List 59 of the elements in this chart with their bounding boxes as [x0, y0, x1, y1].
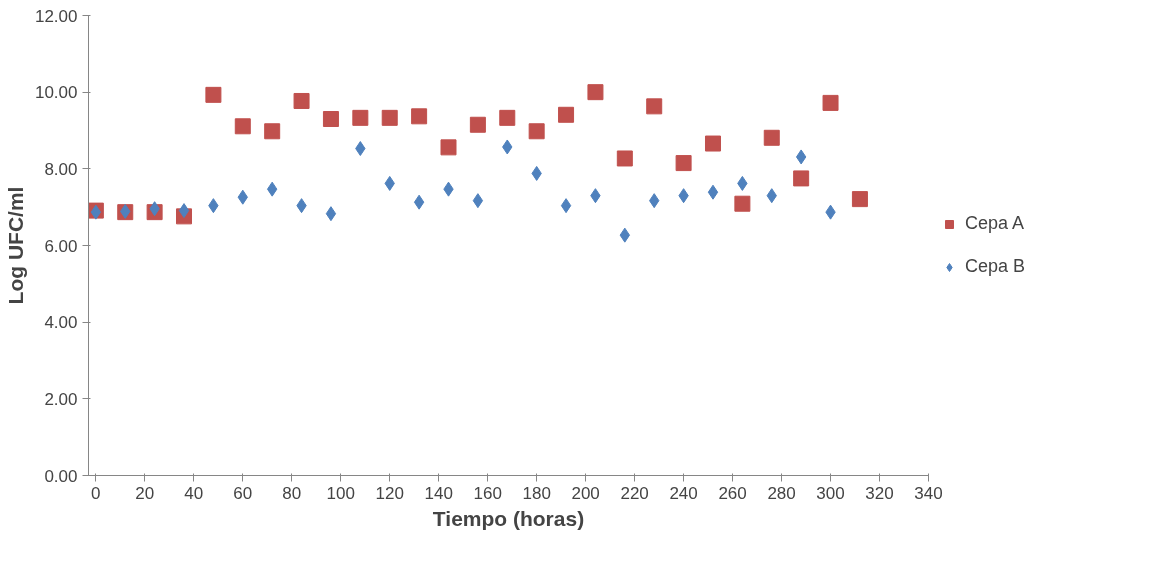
legend-label: Cepa B	[965, 256, 1026, 277]
point	[646, 98, 663, 115]
point	[205, 86, 222, 103]
point	[795, 149, 807, 165]
point	[763, 129, 780, 146]
x-tick-label: 260	[718, 483, 747, 503]
x-axis-title: Tiempo (horas)	[432, 506, 585, 530]
legend-label: Cepa A	[965, 213, 1025, 234]
point	[413, 194, 425, 210]
point	[616, 150, 633, 167]
point	[352, 109, 369, 126]
point	[528, 123, 545, 140]
point	[793, 170, 810, 187]
y-tick-label: 10.00	[34, 83, 78, 103]
x-tick-label: 340	[914, 483, 943, 503]
point	[704, 135, 721, 152]
point	[411, 108, 428, 125]
point	[264, 123, 281, 140]
point	[499, 109, 516, 126]
point	[558, 106, 575, 123]
y-axis-title: Log UFC/ml	[3, 186, 27, 305]
x-tick-label: 280	[767, 483, 796, 503]
y-tick-label: 0.00	[44, 466, 78, 486]
point	[675, 155, 692, 172]
point	[822, 94, 839, 111]
point	[440, 139, 457, 156]
x-tick-label: 20	[135, 483, 155, 503]
point	[472, 193, 484, 209]
point	[851, 191, 868, 208]
point	[381, 109, 398, 126]
point	[587, 84, 604, 101]
y-tick-label: 6.00	[44, 236, 78, 256]
point	[322, 111, 339, 127]
x-tick-label: 60	[233, 483, 253, 503]
y-tick-label: 2.00	[44, 389, 78, 409]
x-tick-label: 0	[91, 483, 101, 503]
point	[734, 195, 751, 212]
x-tick-label: 300	[816, 483, 845, 503]
point	[707, 184, 719, 200]
x-tick-label: 140	[424, 483, 453, 503]
point	[560, 198, 572, 214]
x-tick-label: 80	[282, 483, 302, 503]
x-tick-label: 180	[522, 483, 551, 503]
x-tick-label: 40	[184, 483, 204, 503]
x-tick-label: 220	[620, 483, 649, 503]
y-tick-label: 12.00	[34, 6, 78, 26]
x-tick-label: 120	[375, 483, 404, 503]
x-tick-label: 240	[669, 483, 698, 503]
point	[325, 206, 337, 222]
point	[293, 92, 310, 109]
x-tick-label: 320	[865, 483, 894, 503]
x-tick-label: 100	[326, 483, 355, 503]
point	[234, 118, 251, 135]
x-tick-label: 200	[571, 483, 600, 503]
y-tick-label: 8.00	[44, 159, 78, 179]
point	[178, 203, 190, 219]
point	[469, 116, 486, 133]
x-tick-label: 160	[473, 483, 502, 503]
y-tick-label: 4.00	[44, 313, 78, 333]
